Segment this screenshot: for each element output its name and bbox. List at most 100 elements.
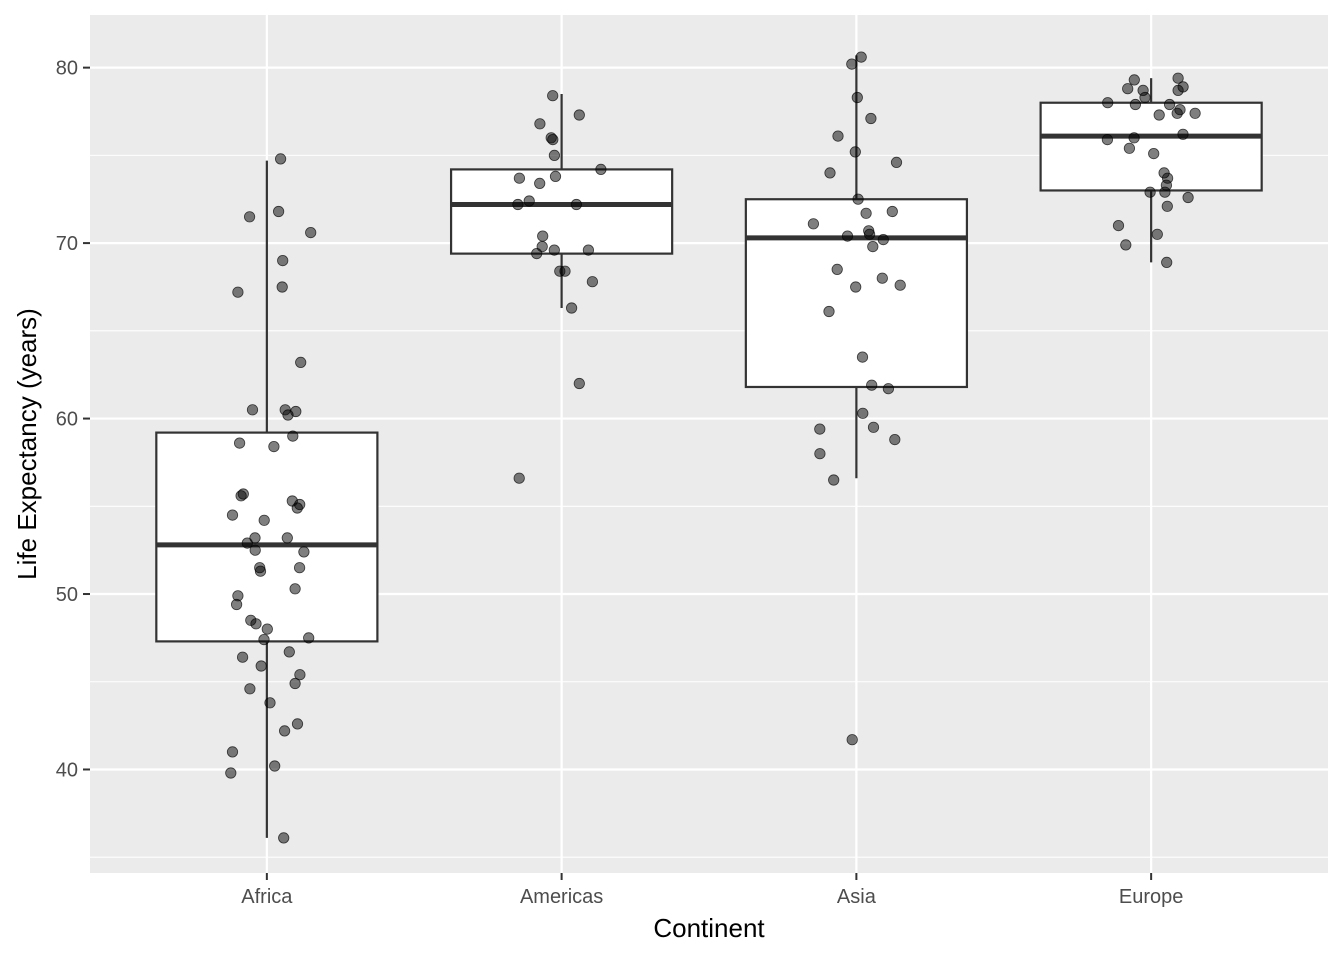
data-point bbox=[246, 404, 259, 416]
data-point bbox=[264, 697, 276, 709]
data-point bbox=[863, 228, 876, 240]
data-point bbox=[1122, 83, 1134, 95]
data-point bbox=[866, 379, 878, 391]
boxes bbox=[155, 55, 1263, 838]
data-point bbox=[534, 118, 546, 130]
data-point bbox=[298, 546, 310, 558]
data-point bbox=[261, 623, 273, 635]
box-iqr bbox=[744, 198, 969, 389]
data-point bbox=[287, 430, 299, 442]
data-point bbox=[549, 170, 562, 182]
data-point bbox=[283, 646, 295, 658]
data-point bbox=[289, 583, 301, 595]
data-point bbox=[1112, 220, 1125, 232]
data-point bbox=[255, 660, 267, 672]
data-point bbox=[831, 263, 843, 275]
data-point bbox=[860, 207, 872, 219]
data-point bbox=[1102, 97, 1114, 109]
data-point bbox=[852, 193, 864, 205]
data-point bbox=[559, 265, 571, 277]
y-axis: 40 50 60 70 80 bbox=[56, 58, 90, 781]
data-point bbox=[876, 272, 888, 284]
data-point bbox=[293, 562, 306, 574]
data-point bbox=[249, 544, 261, 556]
y-tick-label: 70 bbox=[56, 233, 78, 255]
data-point bbox=[582, 244, 595, 256]
data-point bbox=[1123, 142, 1136, 154]
data-point bbox=[277, 255, 289, 267]
y-tick-label: 80 bbox=[56, 58, 78, 80]
data-point bbox=[303, 632, 315, 644]
box-americas bbox=[449, 93, 674, 309]
y-tick-label: 60 bbox=[56, 409, 78, 431]
data-point bbox=[1159, 186, 1171, 198]
data-point bbox=[855, 51, 867, 63]
x-tick-label: Asia bbox=[837, 886, 877, 908]
data-point bbox=[1144, 186, 1156, 198]
data-point bbox=[548, 244, 560, 256]
data-point bbox=[851, 91, 863, 104]
data-point bbox=[889, 433, 901, 446]
box-asia bbox=[744, 55, 969, 479]
data-point bbox=[305, 227, 317, 239]
data-point bbox=[276, 281, 288, 293]
data-point bbox=[234, 437, 246, 449]
data-point bbox=[232, 286, 244, 298]
data-point bbox=[226, 746, 239, 758]
data-point bbox=[289, 677, 301, 690]
data-point bbox=[249, 532, 261, 544]
data-point bbox=[534, 177, 546, 189]
data-point bbox=[814, 423, 826, 435]
data-point bbox=[573, 377, 585, 390]
data-point bbox=[282, 409, 294, 421]
data-point bbox=[890, 156, 903, 168]
box-europe bbox=[1039, 78, 1263, 263]
data-point bbox=[281, 532, 293, 544]
data-point bbox=[512, 198, 524, 211]
x-tick-label: Americas bbox=[520, 886, 603, 908]
data-point bbox=[867, 421, 880, 433]
data-point bbox=[274, 153, 287, 165]
data-point bbox=[1151, 228, 1163, 240]
data-point bbox=[1182, 191, 1194, 204]
data-point bbox=[291, 718, 304, 730]
data-point bbox=[237, 651, 249, 663]
data-point bbox=[846, 58, 858, 70]
x-tick-label: Europe bbox=[1119, 886, 1184, 908]
data-point bbox=[1177, 128, 1189, 140]
data-point bbox=[258, 633, 270, 646]
data-point bbox=[1129, 98, 1142, 111]
data-point bbox=[231, 598, 243, 611]
data-point bbox=[814, 448, 826, 460]
box-iqr bbox=[449, 168, 674, 255]
data-point bbox=[886, 205, 898, 218]
data-point bbox=[877, 234, 889, 246]
x-axis-title: Continent bbox=[653, 913, 765, 943]
data-point bbox=[250, 618, 262, 630]
data-point bbox=[807, 218, 820, 230]
data-point bbox=[894, 279, 906, 291]
data-point bbox=[1172, 72, 1184, 84]
data-point bbox=[235, 490, 247, 502]
data-point bbox=[857, 407, 869, 419]
data-point bbox=[547, 134, 559, 146]
data-point bbox=[565, 302, 578, 314]
data-point bbox=[856, 351, 869, 363]
data-point bbox=[1128, 74, 1140, 86]
box-africa bbox=[155, 160, 379, 838]
data-point bbox=[1101, 134, 1114, 146]
data-point bbox=[1172, 84, 1184, 97]
data-point bbox=[548, 149, 561, 161]
data-point bbox=[523, 195, 535, 207]
data-point bbox=[849, 146, 861, 158]
data-point bbox=[1128, 132, 1140, 144]
box-iqr bbox=[1039, 101, 1263, 192]
y-tick-label: 50 bbox=[56, 584, 78, 606]
data-point bbox=[867, 241, 879, 253]
data-point bbox=[272, 205, 285, 218]
data-point bbox=[882, 383, 895, 395]
data-point bbox=[595, 163, 607, 175]
data-point bbox=[294, 669, 306, 681]
data-point bbox=[823, 305, 835, 318]
data-point bbox=[832, 130, 844, 142]
